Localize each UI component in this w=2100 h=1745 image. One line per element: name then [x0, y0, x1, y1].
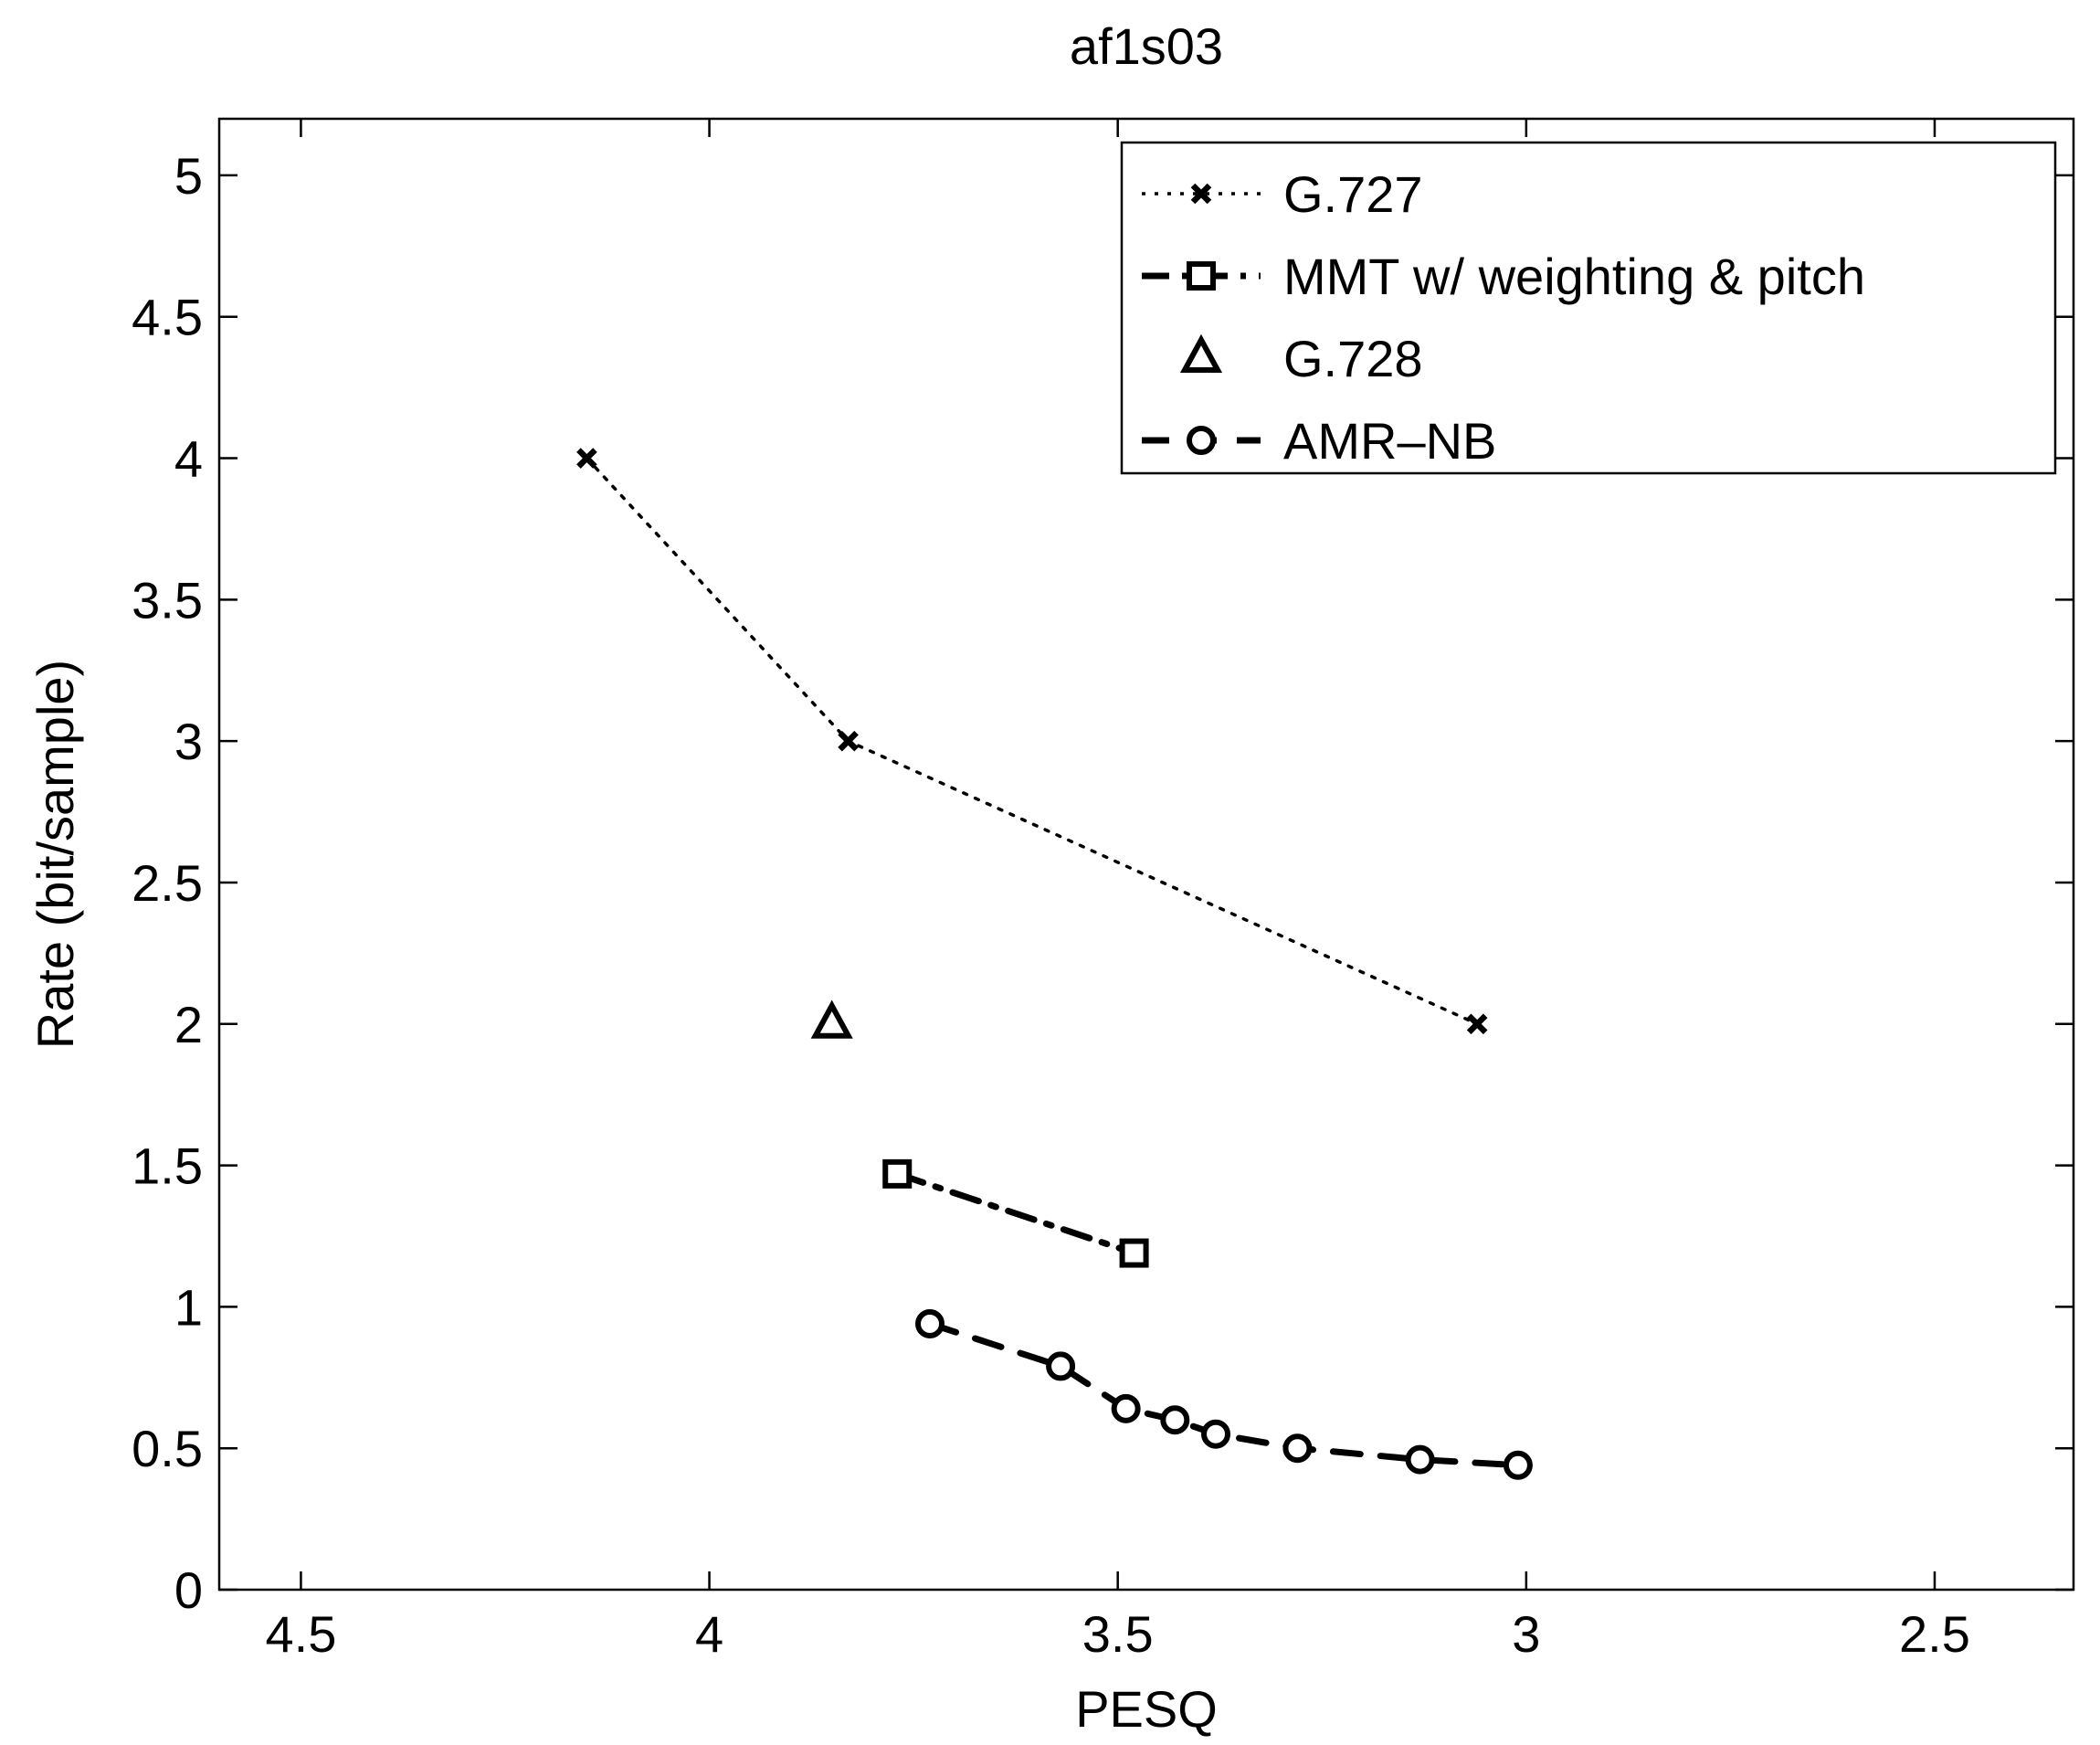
x-tick-label: 2.5 [1899, 1605, 1970, 1663]
series-line-mmt-w-weighting-pitch [893, 1170, 1138, 1257]
data-point-g-728-1 [810, 999, 853, 1039]
legend-label: AMR–NB [1283, 412, 1496, 470]
legend-entry-g-727: G.727 [1142, 165, 1423, 223]
legend-swatch-marker [1187, 426, 1216, 455]
legend-items: G.727 MMT w/ weighting & pitch G.728 AMR–NB [1142, 165, 1865, 470]
legend-label: G.728 [1283, 330, 1423, 387]
data-point-amr-nb-1 [915, 1308, 945, 1338]
data-point-amr-nb-7 [1405, 1444, 1435, 1475]
y-tick-label: 4 [174, 430, 203, 488]
data-point-amr-nb-2 [1046, 1351, 1076, 1381]
y-tick-label: 2.5 [132, 854, 203, 912]
axis-ticks: 4.5 4 3.5 3 2.5 0 0.5 1 1.5 2 2.5 3 3.5 4 4.5 5 [132, 119, 2074, 1663]
y-tick-label: 5 [174, 147, 203, 205]
data-point-g-727-2 [838, 730, 859, 752]
y-tick-label: 3 [174, 713, 203, 770]
y-tick-label: 2 [174, 996, 203, 1053]
legend-label: MMT w/ weighting & pitch [1283, 248, 1865, 305]
legend-box [1120, 141, 2057, 475]
chart-title: af1s03 [1070, 17, 1223, 75]
y-tick-label: 3.5 [132, 571, 203, 629]
y-tick-label: 0.5 [132, 1420, 203, 1477]
data-point-amr-nb-3 [1111, 1393, 1141, 1423]
y-tick-label: 1 [174, 1278, 203, 1336]
x-tick-label: 4.5 [265, 1605, 336, 1663]
legend-entry-mmt-w-weighting-pitch: MMT w/ weighting & pitch [1142, 248, 1865, 305]
data-point-mmt-w-weighting-pitch-2 [1119, 1238, 1149, 1268]
data-point-amr-nb-8 [1503, 1450, 1533, 1480]
data-point-g-727-1 [576, 448, 597, 469]
legend: G.727 MMT w/ weighting & pitch G.728 AMR–NB [1120, 141, 2057, 475]
data-point-amr-nb-5 [1201, 1419, 1231, 1449]
legend-entry-g-728: G.728 [1179, 330, 1423, 387]
x-tick-label: 4 [695, 1605, 723, 1663]
y-tick-label: 0 [174, 1561, 203, 1619]
legend-label: G.727 [1283, 165, 1423, 223]
legend-swatch-marker [1187, 261, 1216, 291]
x-axis-label: PESQ [1075, 1680, 1218, 1738]
data-point-mmt-w-weighting-pitch-1 [882, 1158, 913, 1189]
x-tick-label: 3 [1512, 1605, 1540, 1663]
series-markers [576, 448, 1533, 1480]
legend-entry-amr-nb: AMR–NB [1142, 412, 1496, 470]
y-tick-label: 4.5 [132, 289, 203, 346]
legend-swatch-marker [1190, 183, 1212, 205]
data-point-g-727-3 [1466, 1013, 1488, 1035]
data-point-amr-nb-6 [1282, 1433, 1313, 1464]
x-tick-label: 3.5 [1082, 1605, 1154, 1663]
data-point-amr-nb-4 [1160, 1405, 1190, 1435]
y-tick-label: 1.5 [132, 1137, 203, 1195]
y-axis-label: Rate (bit/sample) [26, 660, 84, 1049]
legend-swatch-marker [1179, 333, 1223, 373]
